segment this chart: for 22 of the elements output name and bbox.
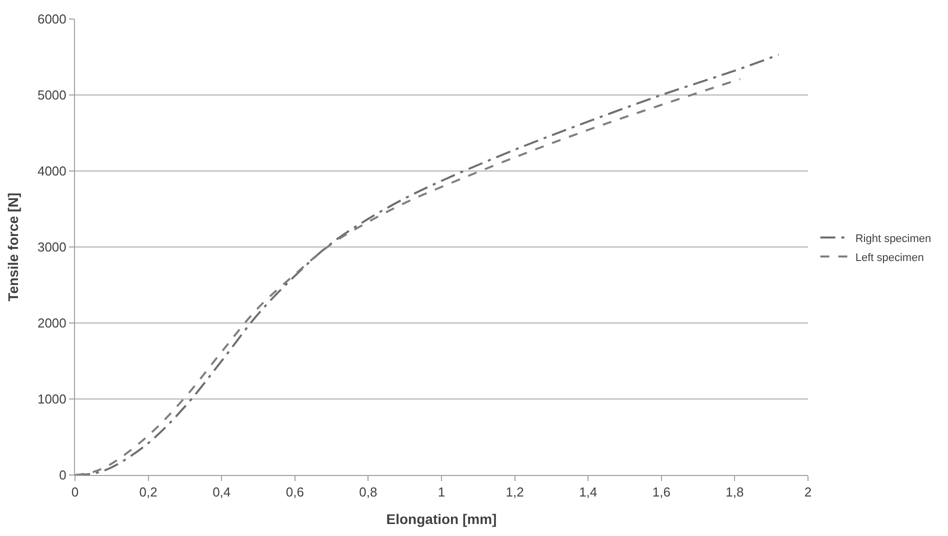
y-tick-label: 5000 <box>37 88 66 103</box>
x-tick-label: 2 <box>804 484 812 500</box>
legend-label: Right specimen <box>855 232 932 245</box>
y-tick-label: 4000 <box>37 164 66 179</box>
legend-label: Left specimen <box>855 252 924 264</box>
y-tick-label: 0 <box>59 468 66 483</box>
x-tick-label: 1 <box>438 484 446 500</box>
y-tick-label: 3000 <box>37 240 66 255</box>
x-tick-label: 0,6 <box>286 484 304 500</box>
x-axis-title: Elongation [mm] <box>386 510 497 527</box>
x-tick-label: 0,8 <box>359 484 378 500</box>
x-tick-label: 1,8 <box>726 484 744 500</box>
x-tick-label: 1,4 <box>579 484 598 500</box>
y-tick-label: 2000 <box>37 316 66 331</box>
x-tick-label: 0,2 <box>139 484 158 500</box>
y-axis-title: Tensile force [N] <box>5 192 22 302</box>
y-tick-label: 6000 <box>37 12 66 27</box>
x-tick-label: 1,2 <box>506 484 524 500</box>
x-tick-label: 1,6 <box>652 484 670 500</box>
x-tick-label: 0 <box>71 484 79 500</box>
y-tick-label: 1000 <box>37 392 66 407</box>
x-tick-label: 0,4 <box>212 484 231 500</box>
